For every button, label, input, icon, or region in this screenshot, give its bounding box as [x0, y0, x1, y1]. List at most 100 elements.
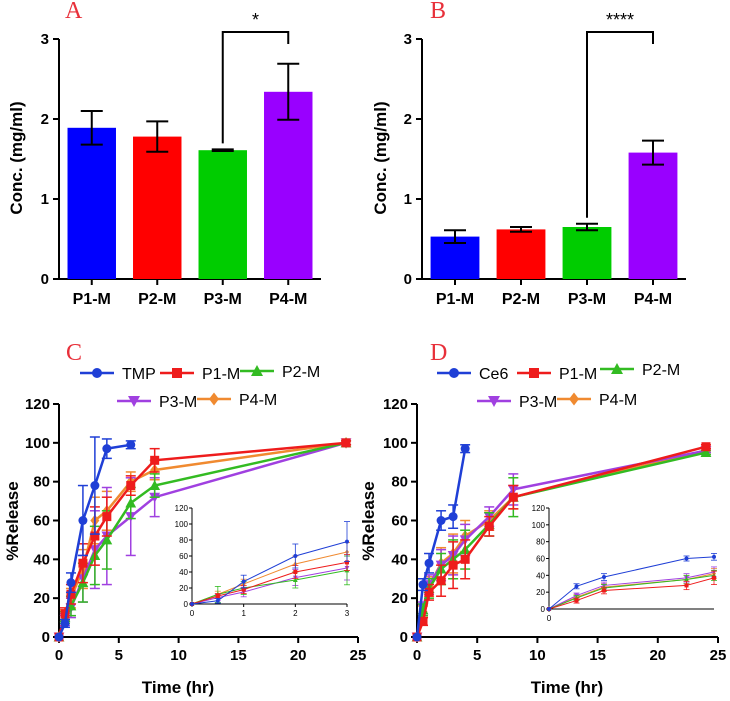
panel-c-legend-label: P3-M: [159, 394, 197, 411]
panel-d-y-axis-title: %Release: [359, 481, 378, 560]
panel-c-inset-data-point: [190, 602, 194, 606]
panel-d-legend-marker: [529, 368, 539, 378]
panel-d-data-point: [508, 492, 518, 502]
panel-d-inset-data-point: [602, 575, 606, 580]
panel-a-category-label: P1-M: [73, 291, 111, 308]
panel-b-category-label: P1-M: [436, 291, 474, 308]
panel-b-bar: [562, 227, 612, 279]
panel-d-data-point: [448, 560, 458, 570]
panel-c-inset-x-tick-label: 0: [190, 609, 195, 618]
panel-b-category-label: P2-M: [502, 291, 540, 308]
panel-c-inset-y-tick-label: 100: [175, 520, 189, 529]
panel-c-inset-data-point: [345, 560, 349, 565]
bar-chart-a: 0 1 2 3 P1-M P2-M P3-M P4-M *: [41, 10, 321, 308]
panel-c-inset-x-tick-label: 2: [293, 609, 298, 618]
panel-a-bar: [67, 127, 116, 279]
panel-d-x-tick-label: 5: [473, 647, 481, 664]
panel-c-inset-y-tick-label: 20: [179, 584, 188, 593]
panel-b-category-label: P4-M: [634, 291, 672, 308]
panel-d-inset-y-tick-label: 80: [536, 538, 545, 547]
panel-c-y-tick-label: 80: [33, 474, 50, 491]
panel-letter-c: C: [66, 340, 82, 366]
panel-b-y-tick-label: 0: [404, 271, 412, 288]
panel-b-significance-label: ****: [606, 10, 634, 30]
panel-a-y-tick-label: 2: [41, 111, 49, 128]
panel-d-data-point: [418, 580, 428, 590]
panel-c-inset-data-point: [293, 570, 298, 574]
panel-d-data-point: [424, 587, 434, 597]
panel-b-category-label: P3-M: [568, 291, 606, 308]
panel-d-legend-label: P2-M: [642, 362, 680, 379]
panel-a-bar: [198, 150, 247, 279]
panel-d-x-tick-label: 20: [649, 647, 666, 664]
panel-a-category-label: P4-M: [269, 291, 307, 308]
panel-d-inset-x-tick-label: 0: [547, 614, 552, 623]
panel-a-bar: [133, 136, 182, 279]
panel-c-x-axis-title: Time (hr): [142, 678, 214, 697]
panel-d-data-point: [484, 521, 494, 531]
panel-c-inset-data-point: [293, 554, 298, 558]
panel-d-y-tick-label: 80: [391, 474, 408, 491]
panel-c-x-tick-label: 10: [170, 647, 187, 664]
panel-d-x-tick-label: 0: [413, 647, 421, 664]
panel-c-data-point: [78, 516, 88, 525]
panel-d-inset-data-point: [547, 607, 551, 611]
panel-c-y-tick-label: 60: [33, 513, 50, 530]
panel-d-legend-marker: [611, 363, 623, 374]
panel-b-y-axis-title: Conc. (mg/ml): [371, 101, 390, 214]
panel-c-data-point: [101, 534, 113, 545]
panel-c-inset-background: [192, 508, 347, 604]
panel-b-y-tick-label: 1: [404, 191, 412, 208]
panel-d-data-point: [436, 516, 446, 525]
panel-c-inset-data-point: [215, 594, 220, 598]
panel-c-data-point: [149, 480, 161, 491]
panel-c-data-point: [102, 512, 112, 522]
panel-a-significance-label: *: [252, 10, 259, 30]
panel-d-inset-y-tick-label: 20: [536, 588, 545, 597]
panel-c-legend-label: P1-M: [202, 366, 240, 383]
panel-c-x-tick-label: 15: [230, 647, 247, 664]
panel-c-inset-y-tick-label: 80: [179, 536, 188, 545]
panel-c-data-point: [90, 481, 100, 491]
panel-c-data-point: [60, 618, 70, 628]
panel-c-inset-y-tick-label: 0: [184, 600, 189, 609]
panel-d-inset-data-point: [712, 554, 716, 559]
panel-d-data-point: [448, 512, 458, 522]
panel-c-data-point: [125, 497, 137, 508]
panel-d-legend-label: Ce6: [479, 366, 508, 383]
panel-c-data-point: [102, 444, 112, 454]
panel-b-y-tick-label: 2: [404, 111, 412, 128]
panel-c-legend-label: P4-M: [239, 392, 277, 409]
panel-c-inset-data-point: [241, 587, 246, 592]
panel-d-y-tick-label: 100: [383, 435, 408, 452]
panel-c-data-point: [126, 440, 136, 450]
panel-c-x-tick-label: 20: [290, 647, 307, 664]
line-chart-d: 0 20 40 60 80 100 120 0 5 10 15 20 25 0 20 40 60 80 100 120…: [383, 362, 726, 664]
panel-d-inset-y-tick-label: 100: [532, 521, 546, 530]
panel-c-y-tick-label: 20: [33, 590, 50, 607]
panel-a-y-tick-label: 1: [41, 191, 49, 208]
panel-d-data-point: [460, 444, 470, 454]
panel-c-data-point: [90, 531, 100, 541]
panel-c-x-tick-label: 5: [115, 647, 123, 664]
panel-d-inset-y-tick-label: 0: [541, 605, 546, 614]
panel-d-legend-label: P1-M: [559, 366, 597, 383]
panel-d-data-point: [701, 442, 711, 452]
panel-c-y-axis-title: %Release: [3, 481, 22, 560]
panel-d-x-tick-label: 25: [710, 647, 727, 664]
panel-d-inset-data-point: [684, 577, 689, 582]
panel-d-inset-y-tick-label: 40: [536, 571, 545, 580]
panel-c-legend-label: P2-M: [282, 364, 320, 381]
panel-letter-d: D: [430, 340, 447, 366]
panel-d-inset-y-tick-label: 60: [536, 555, 545, 564]
panel-c-data-point: [341, 438, 351, 448]
panel-a-category-label: P3-M: [204, 291, 242, 308]
panel-c-inset-y-tick-label: 60: [179, 552, 188, 561]
panel-d-y-tick-label: 20: [391, 590, 408, 607]
panel-c-data-point: [78, 558, 88, 568]
panel-d-data-point: [700, 447, 712, 458]
panel-d-inset-y-tick-label: 120: [532, 504, 546, 513]
panel-b-y-tick-label: 3: [404, 31, 412, 48]
panel-c-x-tick-label: 0: [55, 647, 63, 664]
panel-d-inset-data-point: [684, 583, 689, 588]
